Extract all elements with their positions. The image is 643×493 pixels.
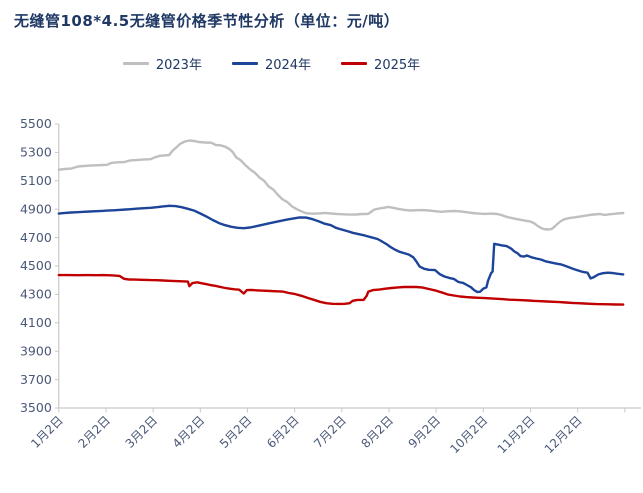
y-tick-label: 5300 <box>20 145 52 160</box>
y-tick-label: 3700 <box>20 372 52 387</box>
legend-item-2023: 2023年 <box>122 54 202 73</box>
x-tick-label: 6月2日 <box>264 413 302 451</box>
x-axis-ticks: 1月2日 2月2日 3月2日 4月2日 5月2日 6月2日 7月2日 8月2日 9月2日 10月2… <box>28 408 626 456</box>
axes <box>58 124 641 409</box>
legend-item-2025: 2025年 <box>341 54 420 73</box>
y-tick-label: 5100 <box>20 173 52 188</box>
y-tick-label: 4500 <box>20 258 52 273</box>
y-tick-label: 5500 <box>20 116 52 131</box>
legend-item-2024: 2024年 <box>231 54 312 73</box>
x-tick-label: 8月2日 <box>358 413 396 451</box>
x-tick-label: 1月2日 <box>28 413 66 451</box>
line-2023 <box>57 139 625 231</box>
legend-label: 2023年 <box>155 58 202 73</box>
x-tick-label: 12月2日 <box>542 413 585 456</box>
x-tick-label: 4月2日 <box>170 413 208 451</box>
line-2024 <box>57 204 625 294</box>
line-2025 <box>57 273 625 306</box>
x-tick-label: 11月2日 <box>495 413 538 456</box>
x-tick-label: 7月2日 <box>311 413 349 451</box>
x-tick-label: 10月2日 <box>447 413 490 456</box>
x-tick-label: 9月2日 <box>406 413 444 451</box>
y-tick-label: 4700 <box>20 230 52 245</box>
legend-swatch-icon <box>341 62 368 65</box>
legend-swatch-icon <box>122 62 149 65</box>
legend: 2023年 2024年 2025年 <box>0 54 543 73</box>
y-tick-label: 4900 <box>20 201 52 216</box>
legend-swatch-icon <box>231 62 258 65</box>
legend-label: 2024年 <box>264 58 312 73</box>
x-tick-label: 2月2日 <box>75 413 113 451</box>
y-tick-label: 3500 <box>20 400 52 415</box>
y-tick-label: 3900 <box>20 343 52 358</box>
y-axis-ticks: 3500 3700 3900 4100 4300 4500 4700 4900 5100 5300… <box>20 116 59 415</box>
x-tick-label: 3月2日 <box>123 413 161 451</box>
y-tick-label: 4300 <box>20 287 52 302</box>
x-tick-label: 5月2日 <box>217 413 255 451</box>
chart-title: 无缝管108*4.5无缝管价格季节性分析（单位：元/吨） <box>14 12 400 30</box>
y-tick-label: 4100 <box>20 315 52 330</box>
legend-label: 2025年 <box>374 58 421 73</box>
